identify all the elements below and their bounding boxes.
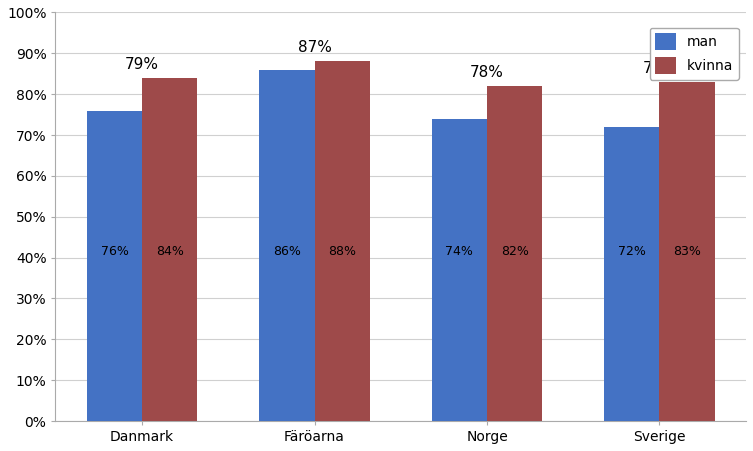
Legend: man, kvinna: man, kvinna: [650, 28, 739, 79]
Text: 84%: 84%: [156, 244, 184, 258]
Bar: [259, 69, 315, 421]
Text: 79%: 79%: [125, 57, 159, 72]
Text: 83%: 83%: [673, 244, 701, 258]
Bar: [604, 127, 660, 421]
Bar: [87, 110, 142, 421]
Text: 87%: 87%: [297, 40, 331, 55]
Bar: [487, 86, 542, 421]
Text: 78%: 78%: [642, 61, 676, 76]
Text: 74%: 74%: [446, 244, 474, 258]
Text: 72%: 72%: [618, 244, 646, 258]
Text: 78%: 78%: [470, 65, 504, 80]
Bar: [431, 119, 487, 421]
Text: 76%: 76%: [100, 244, 129, 258]
Text: 86%: 86%: [273, 244, 301, 258]
Bar: [660, 82, 715, 421]
Text: 82%: 82%: [501, 244, 529, 258]
Bar: [315, 61, 370, 421]
Bar: [142, 78, 197, 421]
Text: 88%: 88%: [328, 244, 356, 258]
